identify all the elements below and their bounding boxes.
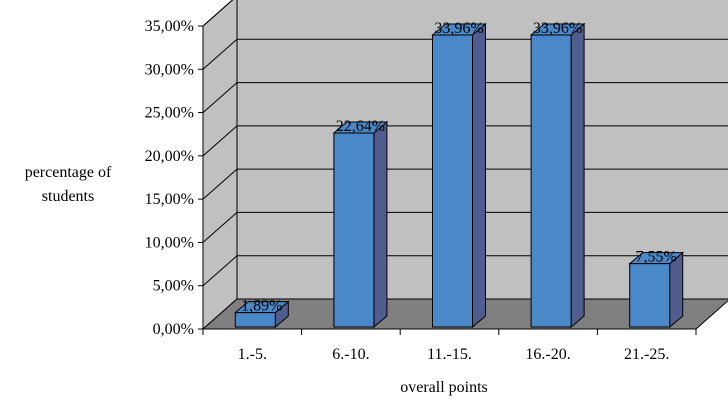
bar (234, 312, 276, 328)
data-label: 33,96% (434, 20, 483, 37)
data-label: 22,64% (336, 118, 385, 135)
x-axis-label: overall points (400, 379, 488, 396)
x-tick-label: 6.-10. (332, 346, 369, 363)
axes (198, 25, 697, 335)
bar-side (472, 22, 486, 329)
y-axis-label-line2: students (42, 188, 94, 205)
y-tick-label: 35,00% (145, 18, 194, 35)
y-axis-label-line1: percentage of (25, 164, 112, 181)
gridline (202, 0, 234, 27)
bars (233, 22, 685, 329)
x-tick-labels: 1.-5. 6.-10. 11.-15. 16.-20. 21.-25. (238, 346, 670, 363)
bar (629, 263, 671, 328)
y-tick-label: 5,00% (153, 278, 194, 295)
x-tick-label: 11.-15. (427, 346, 472, 363)
bar (333, 132, 375, 328)
y-tick-label: 20,00% (145, 148, 194, 165)
y-tick-labels: 0,00% 5,00% 10,00% 15,00% 20,00% 25,00% 30,00%… (145, 18, 194, 338)
data-label: 1,89% (241, 298, 282, 315)
y-tick-label: 30,00% (145, 61, 194, 78)
y-tick-label: 10,00% (145, 234, 194, 251)
x-tick-label: 1.-5. (238, 346, 267, 363)
bar-side (570, 22, 585, 329)
data-labels: 1,89% 22,64% 33,96% 33,96% 7,55% (241, 20, 677, 315)
y-tick-label: 15,00% (145, 191, 194, 208)
x-tick-label: 21.-25. (624, 346, 669, 363)
data-label: 7,55% (636, 249, 677, 266)
x-tick-label: 16.-20. (525, 346, 570, 363)
y-tick-label: 25,00% (145, 105, 194, 122)
bar (530, 34, 572, 328)
side-wall (202, 0, 238, 331)
bar-side (373, 120, 388, 329)
y-tick-label: 0,00% (153, 321, 194, 338)
bar (432, 34, 473, 328)
data-label: 33,96% (533, 20, 582, 37)
